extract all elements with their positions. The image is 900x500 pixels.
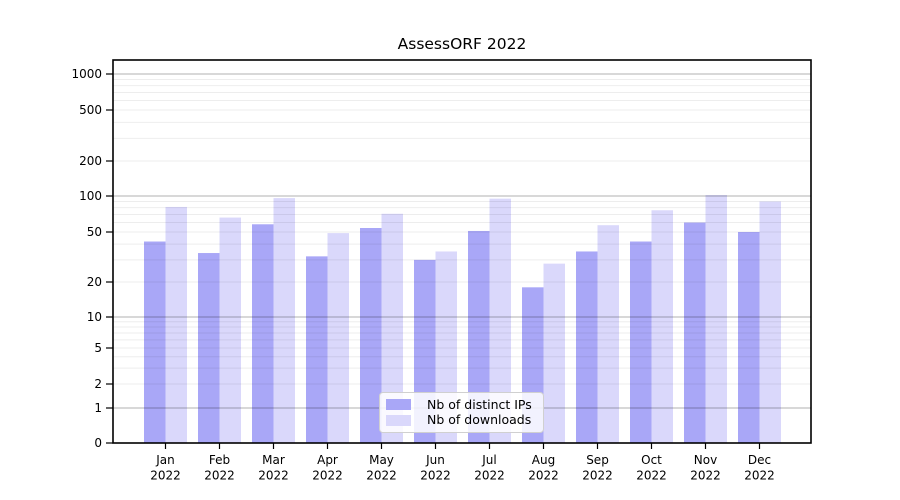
y-tick-label: 20 — [87, 275, 102, 289]
x-tick-label-month: Nov — [694, 453, 717, 467]
x-tick-label-year: 2022 — [366, 469, 397, 483]
chart-title: AssessORF 2022 — [397, 35, 527, 53]
bar-downloads — [381, 213, 403, 443]
bar-distinct-ips — [144, 241, 166, 443]
bar-downloads — [759, 201, 781, 443]
legend-item-distinct-ips: Nb of distinct IPs — [386, 398, 535, 412]
legend-swatch-distinct-ips — [386, 399, 411, 410]
x-tick-label-month: Feb — [209, 453, 230, 467]
x-tick-label-month: Mar — [262, 453, 285, 467]
plot-border — [112, 59, 812, 444]
bar-downloads — [651, 210, 673, 443]
x-tick-label-month: Jun — [425, 453, 445, 467]
y-tick-label: 0 — [94, 436, 102, 450]
y-tick-label: 5 — [94, 341, 102, 355]
x-tick-label-year: 2022 — [528, 469, 559, 483]
x-tick-label-month: May — [369, 453, 394, 467]
x-tick-label-year: 2022 — [258, 469, 289, 483]
bar-distinct-ips — [738, 232, 760, 443]
bar-downloads — [705, 195, 727, 443]
legend: Nb of distinct IPs Nb of downloads — [379, 392, 544, 433]
bar-distinct-ips — [576, 251, 598, 443]
x-tick-label-month: Jul — [481, 453, 496, 467]
legend-label-downloads: Nb of downloads — [427, 412, 532, 428]
bar-distinct-ips — [468, 230, 490, 443]
y-tick-label: 50 — [87, 225, 102, 239]
bar-distinct-ips — [684, 222, 706, 443]
bar-distinct-ips — [306, 256, 328, 443]
bar-distinct-ips — [252, 224, 274, 443]
x-tick-label-month: Aug — [532, 453, 555, 467]
bar-downloads — [273, 198, 295, 443]
x-tick-label-year: 2022 — [744, 469, 775, 483]
y-tick-label: 10 — [87, 310, 102, 324]
legend-swatch-downloads — [386, 415, 411, 426]
x-tick-label-year: 2022 — [582, 469, 613, 483]
legend-item-downloads: Nb of downloads — [386, 413, 535, 427]
y-tick-label: 100 — [79, 189, 102, 203]
bar-distinct-ips — [198, 253, 220, 443]
y-tick-label: 2 — [94, 377, 102, 391]
y-tick-label: 500 — [79, 103, 102, 117]
x-tick-label-year: 2022 — [150, 469, 181, 483]
x-tick-label-month: Sep — [586, 453, 609, 467]
x-tick-label-year: 2022 — [312, 469, 343, 483]
bar-downloads — [219, 217, 241, 443]
bar-distinct-ips — [360, 228, 382, 443]
x-tick-label-month: Jan — [155, 453, 175, 467]
bar-downloads — [543, 263, 565, 443]
x-tick-label-month: Oct — [641, 453, 662, 467]
bar-downloads — [597, 225, 619, 443]
y-tick-label: 1000 — [71, 67, 102, 81]
y-tick-label: 1 — [94, 401, 102, 415]
bar-downloads — [327, 233, 349, 443]
x-tick-label-year: 2022 — [690, 469, 721, 483]
y-tick-label: 200 — [79, 154, 102, 168]
legend-label-distinct-ips: Nb of distinct IPs — [427, 396, 532, 412]
bar-downloads — [489, 198, 511, 443]
x-tick-label-year: 2022 — [420, 469, 451, 483]
x-tick-label-year: 2022 — [204, 469, 235, 483]
x-tick-label-month: Apr — [317, 453, 338, 467]
x-tick-label-year: 2022 — [474, 469, 505, 483]
x-tick-label-month: Dec — [748, 453, 771, 467]
bar-downloads — [165, 206, 187, 443]
x-tick-label-year: 2022 — [636, 469, 667, 483]
bar-distinct-ips — [630, 241, 652, 443]
